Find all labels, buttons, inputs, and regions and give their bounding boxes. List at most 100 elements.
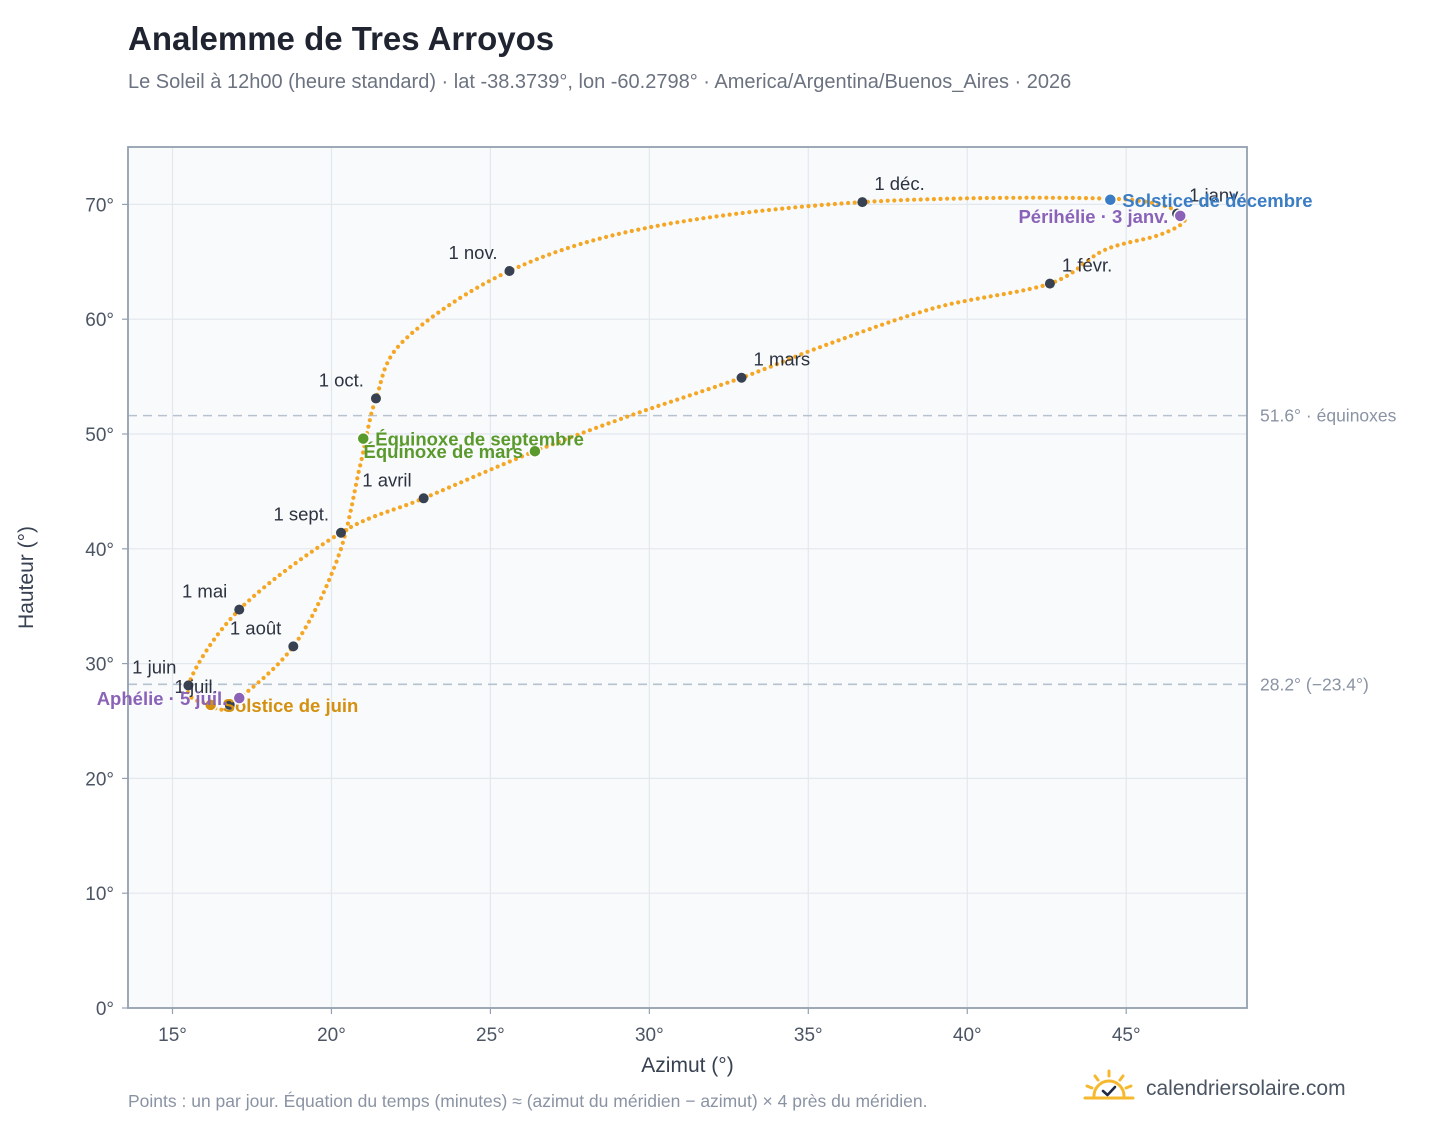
- month-label: 1 nov.: [448, 242, 497, 263]
- day-point: [228, 616, 233, 622]
- day-point: [388, 355, 393, 360]
- month-label: 1 août: [230, 617, 281, 638]
- day-point: [348, 524, 354, 530]
- day-point: [924, 308, 929, 313]
- day-point: [938, 196, 943, 201]
- plot-area: [128, 147, 1247, 1008]
- day-point: [519, 454, 525, 459]
- month-label: 1 févr.: [1062, 255, 1112, 276]
- day-point: [296, 636, 301, 641]
- month-marker: [234, 604, 245, 615]
- day-point: [688, 218, 693, 223]
- day-point: [799, 204, 805, 209]
- day-point: [331, 535, 336, 540]
- day-point: [440, 488, 445, 493]
- day-point: [1014, 289, 1019, 294]
- day-point: [885, 198, 890, 203]
- day-point: [786, 205, 791, 211]
- day-point: [1011, 195, 1016, 200]
- month-marker: [335, 527, 346, 538]
- day-point: [681, 219, 686, 224]
- day-point: [1083, 196, 1089, 201]
- day-point: [918, 197, 923, 202]
- day-point: [768, 364, 773, 369]
- event-marker: [356, 431, 370, 446]
- day-point: [623, 230, 628, 235]
- day-point: [513, 456, 519, 462]
- day-point: [379, 511, 384, 516]
- day-point: [964, 196, 970, 201]
- day-point: [1166, 229, 1171, 234]
- day-point: [272, 576, 277, 582]
- day-point: [338, 547, 343, 552]
- day-point: [931, 197, 937, 202]
- day-point: [1024, 195, 1029, 200]
- day-point: [625, 414, 630, 419]
- day-point: [565, 245, 571, 251]
- day-point: [997, 195, 1003, 200]
- day-point: [982, 295, 987, 300]
- day-point: [188, 677, 193, 682]
- day-point: [391, 349, 396, 354]
- day-point: [995, 293, 1000, 298]
- day-point: [446, 485, 452, 490]
- day-point: [766, 207, 772, 213]
- day-point: [382, 367, 387, 372]
- day-point: [1040, 283, 1045, 288]
- day-point: [873, 324, 879, 329]
- event-marker: [232, 691, 247, 705]
- day-point: [1086, 258, 1091, 263]
- event-marker: [528, 444, 542, 458]
- plot-frame: [127, 146, 1248, 1009]
- day-point: [498, 273, 503, 278]
- day-point: [1134, 238, 1139, 243]
- day-point: [306, 619, 312, 624]
- day-point: [587, 428, 593, 433]
- day-point: [547, 252, 552, 257]
- day-point: [581, 430, 586, 435]
- day-point: [905, 197, 910, 202]
- day-point: [793, 354, 798, 359]
- brand[interactable]: calendriersolaire.com: [1082, 1069, 1346, 1108]
- day-point: [1097, 196, 1102, 201]
- day-point: [321, 590, 326, 595]
- day-point: [556, 439, 562, 444]
- day-point: [701, 216, 706, 221]
- y-tick-label: 40°: [85, 540, 114, 561]
- day-point: [830, 340, 835, 345]
- month-label: 1 juil.: [175, 676, 218, 697]
- day-point: [826, 202, 831, 207]
- day-point: [578, 241, 583, 247]
- day-point: [668, 399, 674, 404]
- day-point: [898, 316, 904, 321]
- day-point: [436, 310, 441, 315]
- day-point: [1121, 241, 1126, 246]
- y-tick-label: 70°: [85, 195, 114, 216]
- day-point: [1050, 195, 1055, 200]
- sun-check-icon: [1082, 1069, 1136, 1108]
- reference-line-label: 51.6° · équinoxes: [1260, 406, 1397, 426]
- day-point: [1162, 203, 1167, 209]
- day-point: [1128, 240, 1133, 245]
- day-point: [824, 342, 829, 347]
- day-point: [951, 196, 956, 201]
- day-point: [395, 344, 401, 349]
- day-point: [832, 201, 838, 207]
- day-point: [385, 509, 390, 514]
- day-point: [793, 205, 798, 210]
- day-point: [208, 642, 213, 648]
- day-point: [1115, 243, 1120, 248]
- day-point: [483, 469, 488, 474]
- day-point: [637, 410, 642, 415]
- day-point: [495, 464, 500, 469]
- day-point: [591, 238, 596, 243]
- day-point: [700, 389, 705, 394]
- day-point: [962, 299, 967, 304]
- day-point: [373, 514, 378, 519]
- month-label: 1 mai: [182, 581, 227, 602]
- month-marker: [183, 680, 194, 691]
- day-point: [492, 276, 497, 281]
- month-marker: [288, 641, 299, 652]
- day-point: [978, 196, 983, 201]
